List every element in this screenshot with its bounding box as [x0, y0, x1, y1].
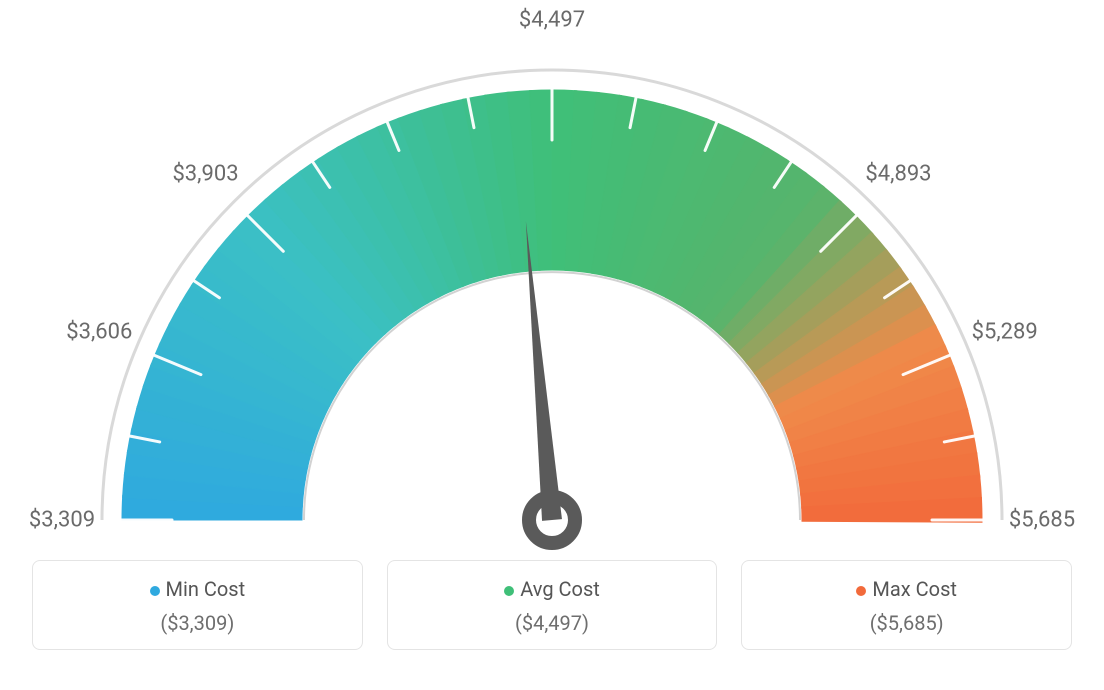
legend-value-min: ($3,309): [45, 611, 350, 635]
gauge-tick-label: $5,289: [972, 320, 1038, 345]
legend-title-text: Min Cost: [166, 577, 246, 601]
legend-card-min: Min Cost ($3,309): [32, 560, 363, 650]
legend-title-text: Avg Cost: [520, 577, 600, 601]
legend-value-max: ($5,685): [754, 611, 1059, 635]
gauge-tick-label: $4,497: [519, 8, 585, 33]
gauge-chart: $3,309$3,606$3,903$4,497$4,893$5,289$5,6…: [22, 20, 1082, 560]
legend-row: Min Cost ($3,309) Avg Cost ($4,497) Max …: [32, 560, 1072, 650]
dot-icon: [856, 586, 866, 596]
legend-card-max: Max Cost ($5,685): [741, 560, 1072, 650]
gauge-tick-label: $3,606: [66, 320, 132, 345]
legend-title-max: Max Cost: [754, 577, 1059, 601]
legend-title-avg: Avg Cost: [400, 577, 705, 601]
legend-title-min: Min Cost: [45, 577, 350, 601]
gauge-tick-label: $3,903: [172, 161, 238, 186]
legend-value-avg: ($4,497): [400, 611, 705, 635]
dot-icon: [504, 586, 514, 596]
gauge-tick-label: $4,893: [865, 161, 931, 186]
gauge-tick-label: $3,309: [29, 508, 95, 533]
legend-title-text: Max Cost: [872, 577, 957, 601]
gauge-svg: [22, 20, 1082, 560]
legend-card-avg: Avg Cost ($4,497): [387, 560, 718, 650]
dot-icon: [150, 586, 160, 596]
gauge-tick-label: $5,685: [1009, 508, 1075, 533]
